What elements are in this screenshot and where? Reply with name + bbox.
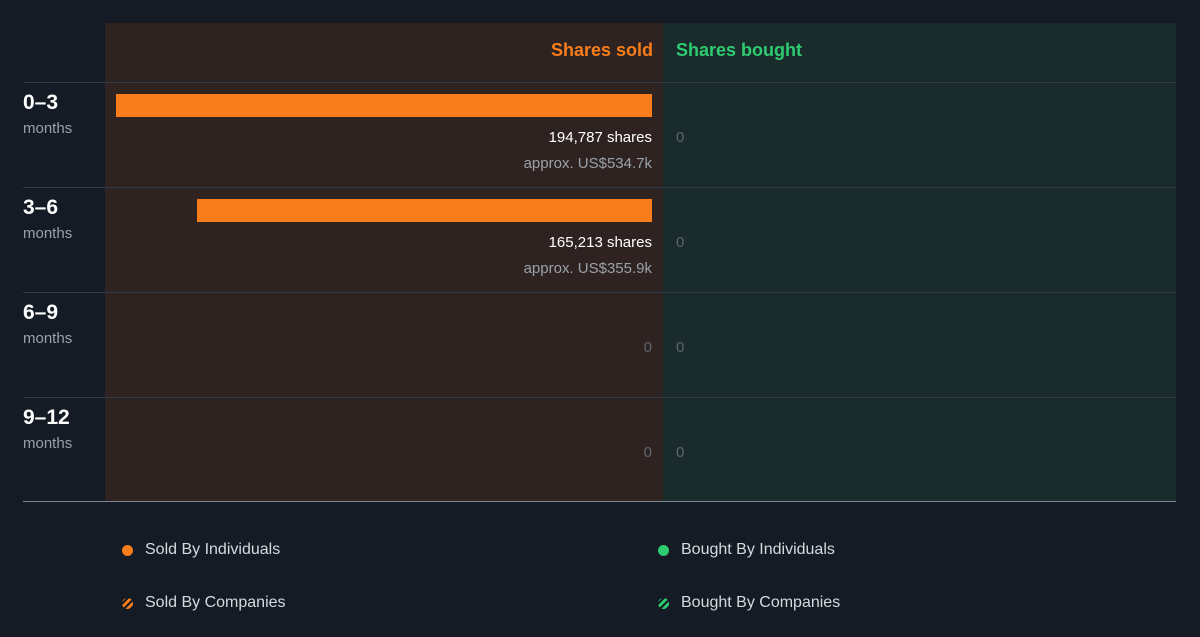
- legend-label: Sold By Companies: [145, 594, 286, 611]
- period-label-9-12: 9–12 months: [23, 406, 72, 452]
- sold-shares-3-6: 165,213 shares: [548, 234, 652, 251]
- legend-label: Sold By Individuals: [145, 541, 281, 558]
- sold-shares-0-3: 194,787 shares: [548, 129, 652, 146]
- shares-sold-header: Shares sold: [550, 40, 653, 60]
- shares-bought-header: Shares bought: [676, 40, 803, 60]
- period-range: 6–9: [23, 301, 59, 324]
- row-separator: [23, 82, 1176, 83]
- bought-zero-0-3: 0: [676, 129, 685, 146]
- sold-zero-6-9: 0: [643, 339, 652, 356]
- legend-bought-by-individuals[interactable]: Bought By Individuals: [658, 541, 835, 559]
- legend-label: Bought By Companies: [681, 594, 841, 611]
- bought-panel: [663, 23, 1176, 501]
- sold-bar-3-6[interactable]: [197, 199, 652, 222]
- period-range: 9–12: [23, 406, 70, 429]
- period-unit: months: [23, 435, 73, 452]
- sold-zero-9-12: 0: [643, 444, 652, 461]
- row-separator: [23, 187, 1176, 188]
- period-unit: months: [23, 330, 73, 347]
- orange-striped-dot-icon: [122, 597, 133, 609]
- period-unit: months: [23, 120, 73, 137]
- bought-zero-6-9: 0: [676, 339, 685, 356]
- period-range: 3–6: [23, 196, 59, 219]
- sold-value-3-6: approx. US$355.9k: [523, 260, 652, 277]
- sold-value-0-3: approx. US$534.7k: [523, 155, 652, 172]
- sold-bar-0-3[interactable]: [116, 94, 652, 117]
- row-separator: [23, 397, 1176, 398]
- period-label-6-9: 6–9 months: [23, 301, 72, 347]
- period-unit: months: [23, 225, 73, 242]
- period-range: 0–3: [23, 91, 59, 114]
- period-label-3-6: 3–6 months: [23, 196, 72, 242]
- legend-sold-by-individuals[interactable]: Sold By Individuals: [122, 541, 280, 559]
- period-label-0-3: 0–3 months: [23, 91, 72, 137]
- legend-bought-by-companies[interactable]: Bought By Companies: [658, 594, 840, 612]
- bought-zero-3-6: 0: [676, 234, 685, 251]
- orange-dot-icon: [122, 544, 133, 556]
- chart-baseline: [23, 501, 1176, 502]
- bought-zero-9-12: 0: [676, 444, 685, 461]
- legend-label: Bought By Individuals: [681, 541, 835, 558]
- green-dot-icon: [658, 544, 669, 556]
- legend-sold-by-companies[interactable]: Sold By Companies: [122, 594, 286, 612]
- row-separator: [23, 292, 1176, 293]
- green-striped-dot-icon: [658, 597, 669, 609]
